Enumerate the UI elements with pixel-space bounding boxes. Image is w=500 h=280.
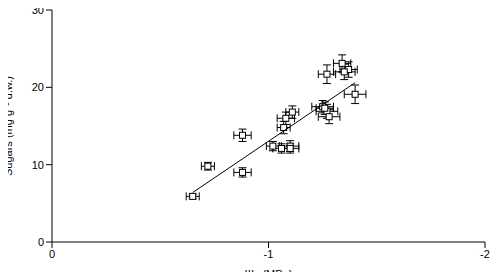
svg-text:20: 20 bbox=[32, 81, 44, 93]
svg-text:10: 10 bbox=[32, 159, 44, 171]
svg-text:Sugars (mg g⁻¹ d.w.): Sugars (mg g⁻¹ d.w.) bbox=[8, 76, 14, 176]
svg-text:-1: -1 bbox=[264, 248, 274, 260]
svg-text:Ψs (MPa): Ψs (MPa) bbox=[245, 268, 293, 272]
svg-text:-2: -2 bbox=[480, 248, 490, 260]
svg-text:30: 30 bbox=[32, 8, 44, 16]
svg-text:0: 0 bbox=[38, 236, 44, 248]
svg-text:0: 0 bbox=[49, 248, 55, 260]
